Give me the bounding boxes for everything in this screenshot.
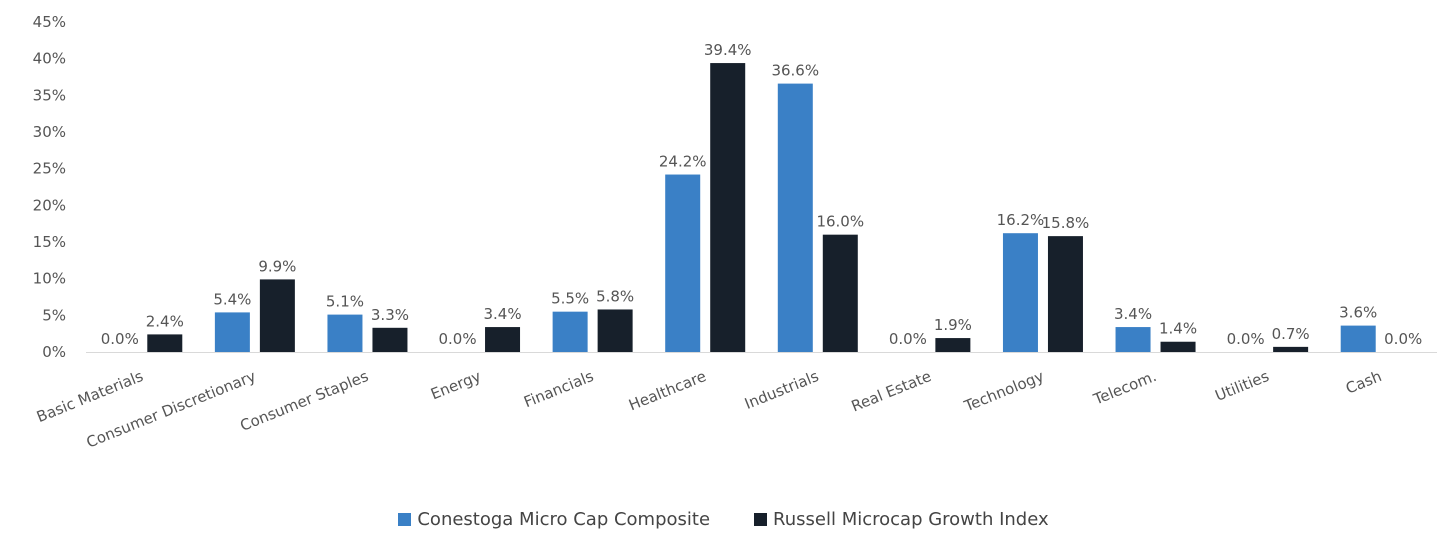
data-label-composite: 5.1% [326, 293, 364, 311]
data-label-index: 3.4% [483, 305, 521, 323]
y-tick-label: 5% [42, 306, 66, 324]
legend: Conestoga Micro Cap Composite Russell Mi… [0, 509, 1447, 530]
data-label-composite: 16.2% [997, 211, 1045, 229]
bar-composite [1002, 233, 1038, 352]
y-tick-label: 15% [33, 233, 66, 251]
data-label-composite: 0.0% [889, 330, 927, 348]
data-label-index: 15.8% [1042, 214, 1090, 232]
y-tick-label: 45% [33, 13, 66, 31]
category-label: Telecom. [1090, 367, 1159, 409]
bar-index [1160, 341, 1196, 352]
data-label-index: 5.8% [596, 287, 634, 305]
legend-label-index: Russell Microcap Growth Index [773, 509, 1049, 530]
bar-composite [552, 311, 588, 352]
data-label-index: 0.7% [1272, 325, 1310, 343]
legend-item-composite: Conestoga Micro Cap Composite [398, 509, 710, 530]
bar-index [710, 63, 746, 353]
data-label-composite: 3.4% [1114, 305, 1152, 323]
data-label-composite: 0.0% [438, 330, 476, 348]
bar-index [1047, 236, 1083, 352]
data-label-index: 3.3% [371, 306, 409, 324]
bar-composite [665, 174, 701, 352]
bar-composite [327, 314, 363, 352]
category-label: Healthcare [626, 367, 709, 414]
bar-composite [1115, 327, 1151, 352]
bar-composite [214, 312, 250, 352]
legend-swatch-composite [398, 513, 412, 526]
bar-index [597, 309, 633, 352]
category-label: Financials [521, 367, 596, 411]
legend-swatch-index [754, 513, 768, 526]
y-tick-label: 35% [33, 86, 66, 104]
y-tick-label: 30% [33, 123, 66, 141]
bar-index [147, 334, 183, 352]
category-label: Consumer Staples [238, 367, 372, 435]
data-label-index: 2.4% [146, 312, 184, 330]
category-label: Energy [428, 367, 484, 403]
category-label: Real Estate [849, 367, 934, 415]
bar-index [1273, 346, 1309, 352]
legend-label-composite: Conestoga Micro Cap Composite [417, 509, 711, 530]
bar-index [822, 234, 858, 352]
data-label-composite: 36.6% [771, 62, 819, 80]
category-label: Technology [961, 367, 1047, 416]
bar-composite [1340, 325, 1376, 352]
data-label-composite: 5.5% [551, 290, 589, 308]
legend-item-index: Russell Microcap Growth Index [754, 509, 1049, 530]
bar-index [935, 338, 971, 352]
category-label: Utilities [1213, 367, 1272, 405]
bar-index [259, 279, 295, 352]
y-tick-label: 10% [33, 270, 66, 288]
data-label-composite: 24.2% [659, 153, 707, 171]
bar-index [372, 327, 408, 352]
y-tick-label: 20% [33, 196, 66, 214]
category-label: Industrials [742, 367, 821, 413]
bar-index [485, 327, 521, 352]
category-label: Cash [1343, 367, 1384, 398]
data-label-index: 39.4% [704, 41, 752, 59]
data-label-composite: 0.0% [101, 330, 139, 348]
data-label-composite: 3.6% [1339, 304, 1377, 322]
data-label-index: 9.9% [258, 257, 296, 275]
data-label-composite: 5.4% [213, 290, 251, 308]
y-tick-label: 40% [33, 50, 66, 68]
bar-chart: 0%5%10%15%20%25%30%35%40%45%0.0%2.4%Basi… [33, 13, 1437, 452]
bar-composite [777, 83, 813, 352]
data-label-index: 16.0% [816, 213, 864, 231]
y-tick-label: 0% [42, 343, 66, 361]
data-label-composite: 0.0% [1227, 330, 1265, 348]
y-tick-label: 25% [33, 160, 66, 178]
data-label-index: 0.0% [1384, 330, 1422, 348]
data-label-index: 1.9% [934, 316, 972, 334]
data-label-index: 1.4% [1159, 320, 1197, 338]
